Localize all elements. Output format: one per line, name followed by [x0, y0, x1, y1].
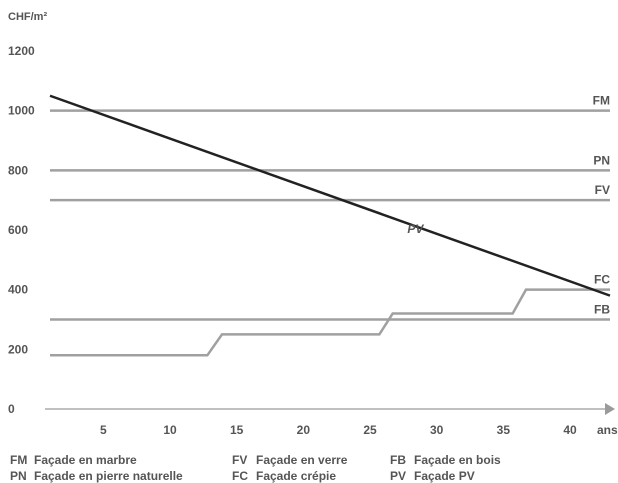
series-layer: FM PN FV FC FB PV [49, 94, 611, 357]
y-tick-label: 600 [8, 223, 28, 237]
x-axis-arrow-icon [605, 403, 615, 415]
legend-label: Façade en marbre [34, 453, 137, 467]
legend-code: FB [390, 453, 406, 467]
legend-item-fv: FV Façade en verre [232, 453, 347, 467]
y-tick-label: 1000 [8, 104, 35, 118]
x-tick-label: 40 [563, 423, 577, 437]
legend-label: Façade PV [414, 469, 475, 483]
series-label-pv: PV [407, 222, 424, 236]
legend-code: FM [10, 453, 28, 467]
x-tick-label: 20 [297, 423, 311, 437]
series-label-fm: FM [593, 94, 610, 108]
legend-item-fb: FB Façade en bois [390, 453, 501, 467]
series-label-fv: FV [595, 183, 610, 197]
x-tick-label: 30 [430, 423, 444, 437]
x-tick-label: 5 [100, 423, 107, 437]
series-line-fc [50, 288, 610, 357]
legend-label: Façade en pierre naturelle [34, 469, 183, 483]
series-label-pn: PN [593, 153, 610, 167]
legend-code: PV [390, 469, 407, 483]
x-axis-unit-label: ans [597, 423, 618, 437]
x-tick-label: 35 [497, 423, 511, 437]
series-label-fc: FC [594, 273, 610, 287]
series-line-pv [49, 94, 611, 297]
legend-item-fm: FM Façade en marbre [10, 453, 137, 467]
y-tick-label: 1200 [8, 44, 35, 58]
x-tick-label: 10 [163, 423, 177, 437]
x-tick-label: 15 [230, 423, 244, 437]
legend-code: FV [232, 453, 248, 467]
legend-label: Façade crépie [256, 469, 337, 483]
chart: FM PN FV FC FB PV 0 200 400 600 800 1000 1200 5 10 15 2… [8, 11, 618, 437]
legend-code: PN [10, 469, 27, 483]
legend-label: Façade en bois [414, 453, 501, 467]
legend-label: Façade en verre [256, 453, 348, 467]
x-tick-label: 25 [363, 423, 377, 437]
legend-code: FC [232, 469, 248, 483]
y-tick-label: 0 [8, 402, 15, 416]
y-tick-label: 800 [8, 163, 28, 177]
y-axis-unit-label: CHF/m² [8, 11, 47, 23]
axis-layer: 0 200 400 600 800 1000 1200 5 10 15 20 25 30 35 40 [8, 44, 615, 437]
legend-item-fc: FC Façade crépie [232, 469, 336, 483]
legend-item-pn: PN Façade en pierre naturelle [10, 469, 183, 483]
series-label-fb: FB [594, 303, 610, 317]
y-tick-label: 200 [8, 342, 28, 356]
legend-item-pv: PV Façade PV [390, 469, 475, 483]
y-tick-label: 400 [8, 283, 28, 297]
